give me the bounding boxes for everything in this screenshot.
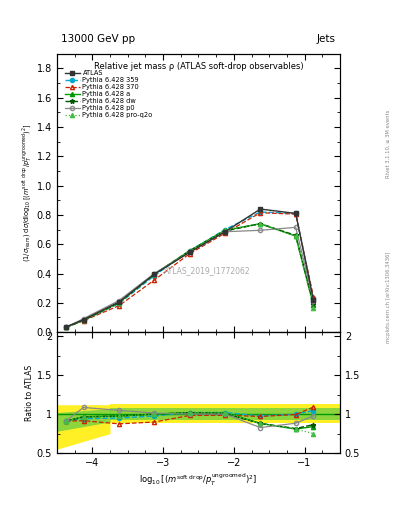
Text: Jets: Jets [317,33,336,44]
Legend: ATLAS, Pythia 6.428 359, Pythia 6.428 370, Pythia 6.428 a, Pythia 6.428 dw, Pyth: ATLAS, Pythia 6.428 359, Pythia 6.428 37… [63,68,155,120]
Y-axis label: $(1/\sigma_\mathrm{resm})\ \mathrm{d}\sigma/\mathrm{d}\log_{10}[(m^\mathrm{soft\: $(1/\sigma_\mathrm{resm})\ \mathrm{d}\si… [20,124,34,262]
Text: ATLAS_2019_I1772062: ATLAS_2019_I1772062 [163,266,250,275]
Text: 13000 GeV pp: 13000 GeV pp [61,33,135,44]
Y-axis label: Ratio to ATLAS: Ratio to ATLAS [25,365,34,421]
Text: Rivet 3.1.10, ≥ 3M events: Rivet 3.1.10, ≥ 3M events [386,109,391,178]
Text: mcplots.cern.ch [arXiv:1306.3436]: mcplots.cern.ch [arXiv:1306.3436] [386,251,391,343]
X-axis label: $\log_{10}[(m^{\mathrm{soft\ drop}}/p_T^{\mathrm{ungroomed}})^2]$: $\log_{10}[(m^{\mathrm{soft\ drop}}/p_T^… [140,472,257,488]
Text: Relative jet mass ρ (ATLAS soft-drop observables): Relative jet mass ρ (ATLAS soft-drop obs… [94,62,303,71]
